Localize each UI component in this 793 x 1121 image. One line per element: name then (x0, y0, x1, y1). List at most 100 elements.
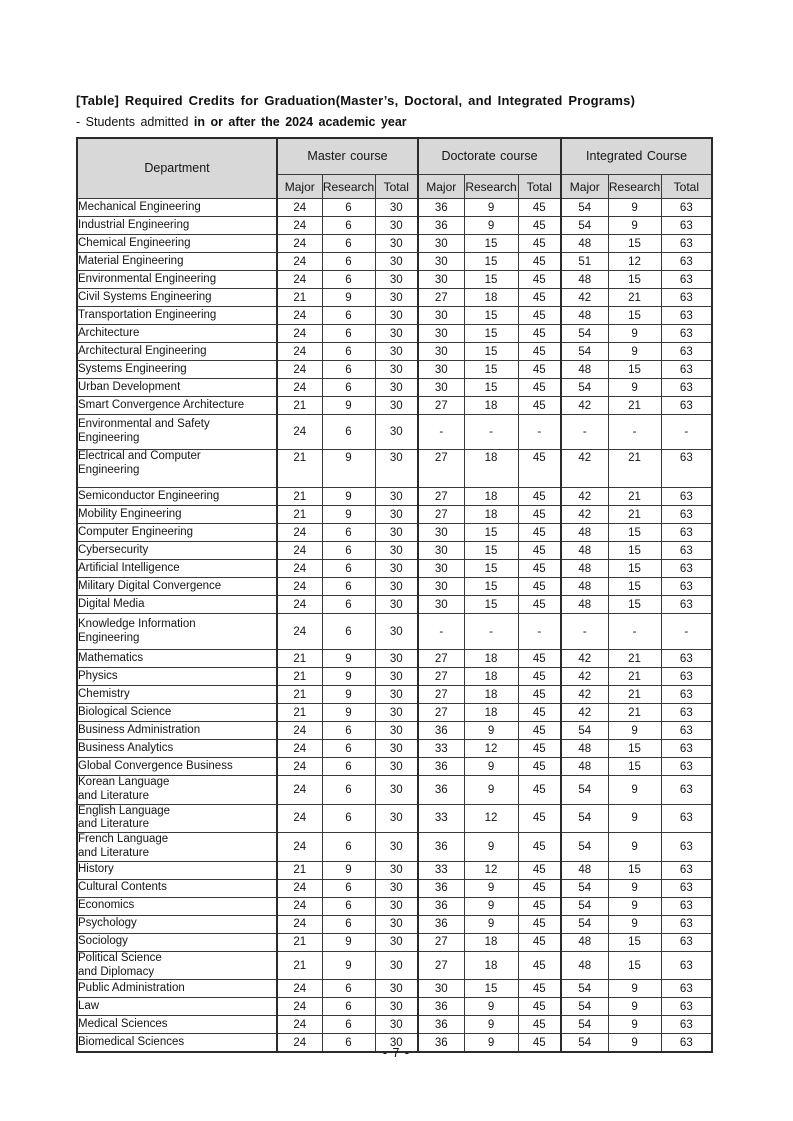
credit-value: 54 (560, 775, 609, 805)
table-row: Artificial Intelligence 24 6 30 30 15 45 48 15 63 (76, 559, 713, 579)
credit-value: 63 (660, 914, 713, 934)
credit-value: 63 (660, 360, 713, 380)
credit-value: 21 (607, 396, 662, 416)
credit-value: 45 (517, 896, 562, 916)
credit-value: 15 (607, 234, 662, 254)
credit-value: 9 (321, 685, 376, 705)
credit-value: 45 (517, 721, 562, 741)
credit-value: 24 (276, 360, 323, 380)
credit-value: 45 (517, 288, 562, 308)
credit-value: 9 (607, 878, 662, 898)
credit-value: 30 (374, 1015, 419, 1035)
credit-value: 54 (560, 198, 609, 218)
credit-value: 63 (660, 757, 713, 777)
credit-value: 63 (660, 324, 713, 344)
credit-value: 30 (374, 775, 419, 805)
credit-value: 63 (660, 306, 713, 326)
credit-value: 30 (374, 270, 419, 290)
credit-value: 15 (607, 739, 662, 759)
credit-value: 15 (607, 860, 662, 880)
credit-value: 45 (517, 649, 562, 669)
credit-value: 6 (321, 360, 376, 380)
credit-value: - (607, 613, 662, 651)
credit-value: 9 (463, 757, 519, 777)
credit-value: 27 (417, 950, 465, 981)
table-row: Chemistry 21 9 30 27 18 45 42 21 63 (76, 685, 713, 705)
credit-value: 54 (560, 914, 609, 934)
credit-value: 45 (517, 378, 562, 398)
credit-value: 45 (517, 914, 562, 934)
credit-value: 6 (321, 324, 376, 344)
credit-value: 45 (517, 932, 562, 952)
credit-value: 21 (276, 649, 323, 669)
credit-value: 18 (463, 396, 519, 416)
credit-value: 18 (463, 685, 519, 705)
credit-value: 9 (607, 775, 662, 805)
credit-value: 21 (607, 649, 662, 669)
department-cell: Military Digital Convergence (76, 577, 278, 597)
credit-value: 9 (607, 216, 662, 236)
credit-value: 30 (374, 449, 419, 489)
credit-value: 30 (374, 559, 419, 579)
table-row: Public Administration 24 6 30 30 15 45 54 9 63 (76, 979, 713, 999)
credit-value: 24 (276, 914, 323, 934)
table-row: Political Science and Diplomacy 21 9 30 27 18… (76, 950, 713, 981)
credit-value: 24 (276, 523, 323, 543)
credit-value: 63 (660, 896, 713, 916)
credit-value: 36 (417, 216, 465, 236)
credit-value: 24 (276, 757, 323, 777)
department-cell: Mobility Engineering (76, 505, 278, 525)
department-cell: Knowledge Information Engineering (76, 613, 278, 651)
credit-value: 45 (517, 449, 562, 489)
credit-value: 63 (660, 252, 713, 272)
credit-value: 24 (276, 739, 323, 759)
credit-value: 9 (607, 803, 662, 834)
credit-value: 30 (374, 979, 419, 999)
credit-value: 45 (517, 595, 562, 615)
department-cell: Environmental Engineering (76, 270, 278, 290)
credit-value: 45 (517, 979, 562, 999)
credit-value: 24 (276, 198, 323, 218)
department-header: Department (76, 137, 278, 200)
credit-value: 30 (374, 932, 419, 952)
credit-value: 45 (517, 198, 562, 218)
credit-value: 15 (463, 541, 519, 561)
credit-value: 24 (276, 832, 323, 862)
credit-value: 21 (276, 505, 323, 525)
credit-value: 9 (607, 979, 662, 999)
credit-value: 21 (607, 685, 662, 705)
credit-value: 63 (660, 649, 713, 669)
credit-value: 6 (321, 216, 376, 236)
credit-value: 63 (660, 342, 713, 362)
table-row: Korean Language and Literature 24 6 30 36 9 45… (76, 775, 713, 805)
credit-value: 12 (607, 252, 662, 272)
credit-value: 45 (517, 757, 562, 777)
credit-value: 30 (374, 878, 419, 898)
table-row: Business Analytics 24 6 30 33 12 45 48 15 63 (76, 739, 713, 759)
credit-value: 45 (517, 324, 562, 344)
credit-value: 63 (660, 775, 713, 805)
credit-value: 30 (417, 595, 465, 615)
table-row: Biomedical Sciences 24 6 30 36 9 45 54 9 63 (76, 1033, 713, 1053)
credit-value: 45 (517, 559, 562, 579)
department-cell: English Language and Literature (76, 803, 278, 834)
credit-value: 42 (560, 396, 609, 416)
credit-value: 45 (517, 667, 562, 687)
credit-value: 21 (607, 487, 662, 507)
credit-value: 6 (321, 342, 376, 362)
credit-value: 45 (517, 487, 562, 507)
document-content: [Table] Required Credits for Graduation(… (76, 93, 714, 1053)
credit-value: 9 (463, 997, 519, 1017)
credit-value: 15 (463, 324, 519, 344)
table-row: Physics 21 9 30 27 18 45 42 21 63 (76, 667, 713, 687)
credit-value: 9 (321, 950, 376, 981)
credit-value: 30 (374, 577, 419, 597)
credit-value: 54 (560, 997, 609, 1017)
credit-value: 24 (276, 997, 323, 1017)
credit-value: 45 (517, 306, 562, 326)
credit-value: 63 (660, 216, 713, 236)
table-row: Medical Sciences 24 6 30 36 9 45 54 9 63 (76, 1015, 713, 1035)
credit-value: 36 (417, 832, 465, 862)
credit-value: 63 (660, 1015, 713, 1035)
